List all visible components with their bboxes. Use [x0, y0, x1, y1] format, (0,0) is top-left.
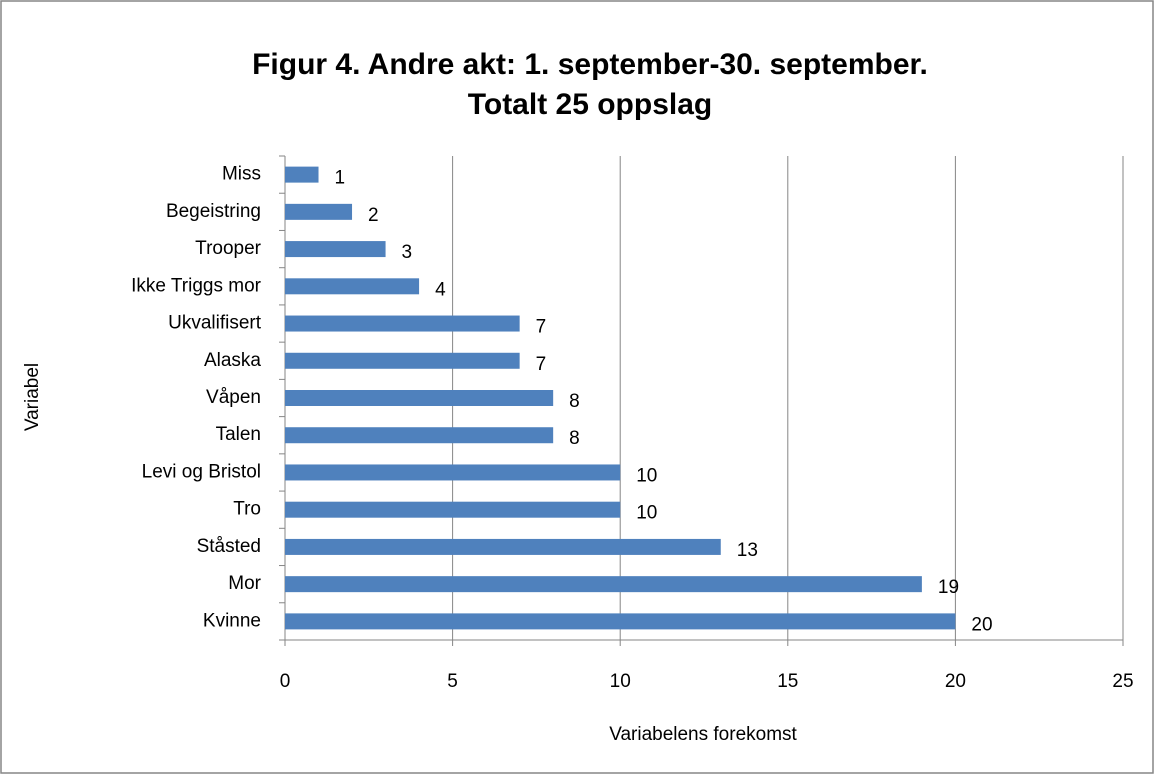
- y-tick-label: Ståsted: [197, 536, 261, 557]
- bar: [285, 203, 353, 220]
- data-label: 3: [402, 242, 413, 263]
- y-tick-label: Ikke Triggs mor: [131, 275, 262, 296]
- bar: [285, 613, 956, 630]
- data-label: 1: [335, 168, 346, 189]
- bar: [285, 241, 386, 258]
- x-tick-label: 5: [447, 671, 458, 692]
- y-tick-label: Talen: [216, 424, 261, 445]
- x-tick-label: 10: [610, 671, 631, 692]
- data-label: 7: [536, 354, 547, 375]
- y-tick-label: Ukvalifisert: [168, 313, 262, 334]
- data-label: 2: [368, 205, 379, 226]
- data-label: 4: [435, 279, 446, 300]
- x-tick-label: 15: [777, 671, 798, 692]
- bar: [285, 576, 922, 593]
- bar: [285, 315, 520, 332]
- x-tick-label: 25: [1112, 671, 1133, 692]
- data-label: 10: [636, 503, 657, 524]
- y-tick-label: Alaska: [204, 350, 261, 371]
- x-tick-label: 0: [280, 671, 291, 692]
- data-label: 7: [536, 317, 547, 338]
- y-tick-label: Tro: [233, 499, 261, 520]
- chart-title: Totalt 25 oppslag: [468, 88, 712, 121]
- y-tick-label: Mor: [228, 573, 261, 594]
- bar: [285, 352, 520, 369]
- y-tick-label: Levi og Bristol: [142, 461, 261, 482]
- y-axis-label: Variabel: [22, 363, 43, 431]
- y-tick-label: Våpen: [206, 387, 261, 408]
- x-tick-label: 20: [945, 671, 966, 692]
- y-tick-label: Trooper: [195, 238, 261, 259]
- bar: [285, 427, 554, 444]
- bar: [285, 464, 621, 481]
- y-tick-label: Miss: [222, 164, 261, 185]
- x-axis-label: Variabelens forekomst: [609, 724, 797, 745]
- bar: [285, 501, 621, 518]
- bar: [285, 278, 420, 295]
- bar: [285, 390, 554, 406]
- y-tick-label: Begeistring: [166, 201, 261, 222]
- data-label: 10: [636, 465, 657, 486]
- bar: [285, 538, 721, 555]
- data-label: 8: [569, 391, 580, 412]
- data-label: 19: [938, 577, 959, 598]
- y-tick-label: Kvinne: [203, 610, 261, 631]
- bar: [285, 166, 319, 183]
- data-label: 8: [569, 428, 580, 449]
- data-label: 13: [737, 540, 758, 561]
- chart-title: Figur 4. Andre akt: 1. september-30. sep…: [252, 48, 928, 81]
- data-label: 20: [971, 614, 992, 635]
